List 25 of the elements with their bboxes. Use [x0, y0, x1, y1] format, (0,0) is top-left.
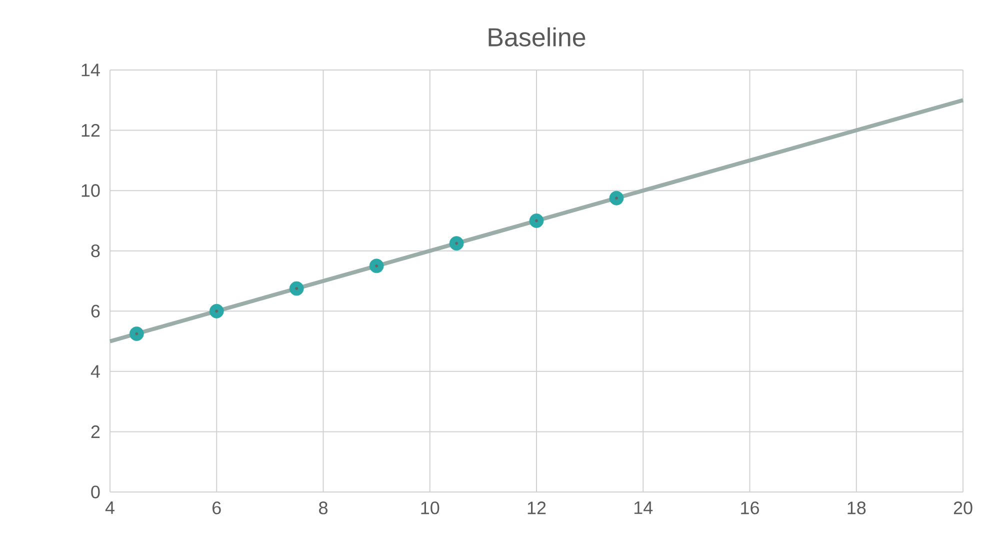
x-tick-label: 12	[528, 502, 546, 514]
y-tick-label: 4	[90, 365, 100, 378]
x-tick-label: 10	[421, 502, 440, 514]
point	[209, 304, 224, 318]
y-tick-label: 8	[91, 244, 100, 258]
chart-title: Baseline	[488, 27, 586, 46]
y-tick-label: 12	[82, 124, 100, 137]
point	[609, 190, 624, 206]
x-tick-label: 18	[848, 502, 866, 514]
x-tick-label: 6	[212, 502, 221, 514]
y-tick-label: 6	[91, 304, 100, 318]
x-tick-label: 8	[319, 502, 328, 514]
y-tick-label: 10	[82, 184, 100, 197]
point	[369, 258, 384, 274]
y-tick-label: 2	[91, 425, 100, 438]
point	[449, 236, 464, 251]
x-tick-label: 16	[741, 502, 759, 514]
point	[129, 326, 144, 341]
x-tick-label: 20	[954, 502, 972, 514]
y-tick-label: 14	[82, 64, 100, 76]
y-tick-label: 0	[91, 486, 100, 498]
point	[289, 281, 304, 296]
x-tick-label: 4	[105, 502, 114, 514]
point	[529, 214, 544, 228]
x-tick-label: 14	[634, 502, 653, 514]
